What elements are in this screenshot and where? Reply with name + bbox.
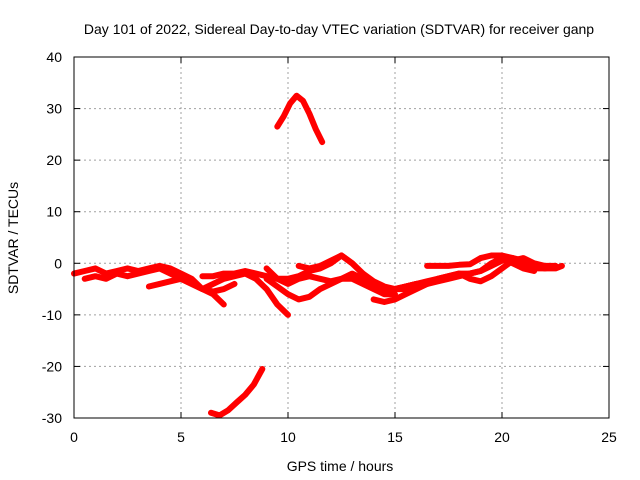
series-line-sat-i	[381, 255, 559, 293]
plot-frame	[73, 56, 610, 419]
series-line-sat-f	[263, 275, 398, 303]
y-tick-label: -20	[42, 358, 62, 374]
y-tick-label: -30	[42, 410, 62, 426]
x-tick-label: 20	[494, 429, 510, 445]
series-line-sat-l	[208, 366, 266, 419]
series-line-sat-c	[145, 275, 238, 295]
y-tick-label: -10	[42, 307, 62, 323]
x-tick-label: 0	[70, 429, 78, 445]
series-line-sat-j	[424, 252, 565, 272]
x-tick-label: 25	[601, 429, 617, 445]
y-tick-label: 20	[46, 152, 62, 168]
chart-title: Day 101 of 2022, Sidereal Day-to-day VTE…	[84, 21, 594, 37]
series-line-sat-k	[274, 92, 326, 146]
x-axis-label: GPS time / hours	[287, 458, 394, 474]
y-tick-label: 0	[54, 255, 62, 271]
x-tick-label: 5	[177, 429, 185, 445]
x-tick-label: 15	[387, 429, 403, 445]
tick-labels: 0 5 10 15 20 25 -30 -20 -10 0 10 20 30 40	[42, 49, 617, 445]
y-tick-label: 30	[46, 101, 62, 117]
y-axis-label: SDTVAR / TECUs	[5, 182, 21, 294]
x-tick-label: 10	[280, 429, 296, 445]
series-group	[71, 92, 565, 419]
y-tick-label: 10	[46, 204, 62, 220]
grid	[74, 57, 609, 418]
y-tick-label: 40	[46, 49, 62, 65]
